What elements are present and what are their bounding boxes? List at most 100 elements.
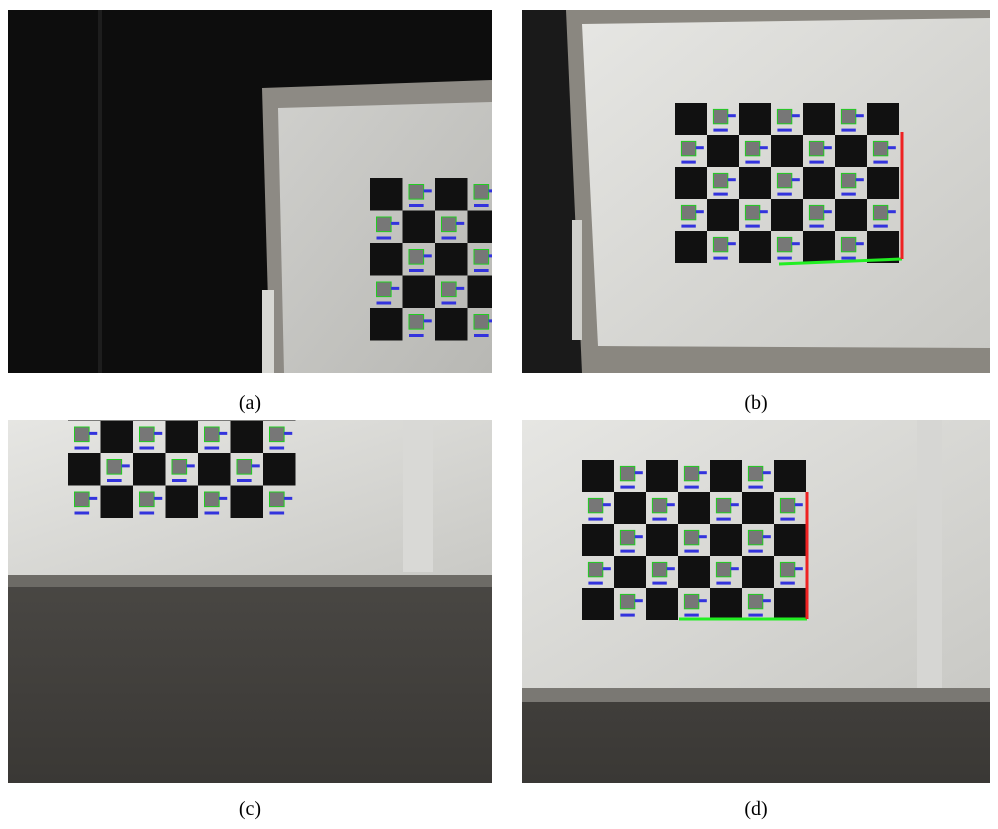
board-square bbox=[675, 231, 707, 263]
board-square bbox=[771, 135, 803, 167]
marker-id bbox=[154, 497, 162, 500]
marker-id bbox=[456, 222, 464, 225]
marker-id bbox=[620, 614, 634, 617]
board-square bbox=[263, 453, 296, 486]
marker-id bbox=[856, 242, 864, 245]
marker-id bbox=[89, 497, 97, 500]
board-square bbox=[166, 486, 199, 519]
marker bbox=[474, 185, 489, 200]
marker-id bbox=[474, 334, 489, 337]
marker-id bbox=[588, 518, 602, 521]
marker-id bbox=[748, 486, 762, 489]
marker bbox=[777, 237, 791, 251]
marker-id bbox=[856, 178, 864, 181]
marker-id bbox=[681, 161, 695, 164]
marker bbox=[172, 395, 187, 410]
marker-id bbox=[205, 512, 220, 515]
marker bbox=[716, 498, 730, 512]
marker bbox=[748, 466, 762, 480]
marker-id bbox=[377, 302, 392, 305]
marker-id bbox=[474, 204, 489, 207]
board-square bbox=[678, 556, 710, 588]
marker bbox=[841, 173, 855, 187]
board-square bbox=[742, 556, 774, 588]
board-square bbox=[710, 460, 742, 492]
board-square bbox=[835, 135, 867, 167]
marker-id bbox=[873, 225, 887, 228]
marker-id bbox=[635, 535, 643, 538]
marker bbox=[809, 205, 823, 219]
marker bbox=[841, 237, 855, 251]
marker bbox=[409, 315, 424, 330]
marker bbox=[270, 492, 285, 507]
marker bbox=[684, 530, 698, 544]
marker bbox=[588, 498, 602, 512]
marker bbox=[377, 282, 392, 297]
board-square bbox=[435, 308, 468, 341]
marker-id bbox=[760, 146, 768, 149]
marker-id bbox=[809, 161, 823, 164]
marker-id bbox=[75, 512, 90, 515]
caption: (d) bbox=[744, 798, 767, 820]
marker-id bbox=[699, 471, 707, 474]
marker bbox=[620, 466, 634, 480]
marker-id bbox=[219, 432, 227, 435]
board-square bbox=[231, 486, 264, 519]
board-square bbox=[101, 486, 134, 519]
board-square bbox=[468, 211, 501, 244]
marker-id bbox=[635, 599, 643, 602]
board-square bbox=[803, 167, 835, 199]
marker-id bbox=[748, 550, 762, 553]
marker bbox=[620, 530, 634, 544]
marker bbox=[780, 562, 794, 576]
marker bbox=[681, 205, 695, 219]
marker-id bbox=[424, 319, 432, 322]
marker-id bbox=[489, 189, 497, 192]
board-square bbox=[370, 308, 403, 341]
board-square bbox=[742, 492, 774, 524]
board-square bbox=[774, 588, 806, 620]
marker bbox=[237, 460, 252, 475]
marker-id bbox=[841, 257, 855, 260]
marker bbox=[780, 498, 794, 512]
caption: (b) bbox=[744, 392, 767, 414]
marker-id bbox=[172, 479, 187, 482]
marker-id bbox=[603, 567, 611, 570]
marker-id bbox=[795, 503, 803, 506]
marker-id bbox=[107, 479, 122, 482]
marker-id bbox=[888, 210, 896, 213]
marker-id bbox=[620, 550, 634, 553]
board-square bbox=[675, 103, 707, 135]
board-square bbox=[835, 199, 867, 231]
marker-id bbox=[107, 414, 122, 417]
photo-a bbox=[8, 10, 500, 373]
marker-id bbox=[795, 567, 803, 570]
marker bbox=[442, 282, 457, 297]
marker-id bbox=[237, 479, 252, 482]
marker-id bbox=[763, 599, 771, 602]
marker-id bbox=[409, 204, 424, 207]
board-square bbox=[231, 421, 264, 454]
marker-id bbox=[841, 193, 855, 196]
marker-id bbox=[187, 464, 195, 467]
marker-id bbox=[391, 287, 399, 290]
marker-id bbox=[713, 193, 727, 196]
marker bbox=[205, 492, 220, 507]
marker bbox=[107, 395, 122, 410]
marker bbox=[140, 492, 155, 507]
marker-id bbox=[652, 582, 666, 585]
marker bbox=[713, 237, 727, 251]
marker bbox=[409, 185, 424, 200]
board-square bbox=[133, 453, 166, 486]
board-square bbox=[68, 388, 101, 421]
marker bbox=[107, 460, 122, 475]
figure: (a) (b) (c) (d) bbox=[0, 0, 998, 824]
marker-id bbox=[748, 614, 762, 617]
board-square bbox=[678, 492, 710, 524]
marker bbox=[474, 250, 489, 265]
marker-id bbox=[760, 210, 768, 213]
marker-id bbox=[424, 254, 432, 257]
marker bbox=[809, 141, 823, 155]
marker-id bbox=[172, 414, 187, 417]
board-square bbox=[198, 453, 231, 486]
